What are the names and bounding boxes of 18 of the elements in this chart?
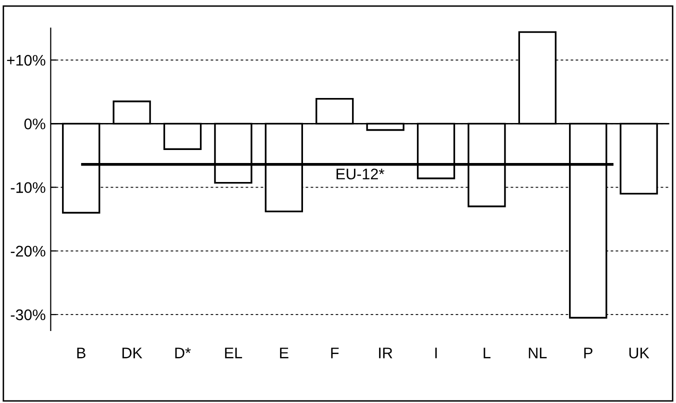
x-tick-label: UK — [629, 348, 650, 358]
y-tick-label: -30% — [10, 309, 46, 320]
x-tick-label: IR — [379, 348, 392, 358]
y-tick-label: +10% — [7, 54, 46, 66]
x-tick-label: E — [280, 348, 288, 358]
x-tick-label: EL — [225, 348, 242, 358]
x-tick-label: F — [331, 348, 339, 358]
x-tick-label: DK — [122, 348, 142, 358]
x-tick-label: B — [77, 348, 86, 358]
y-tick-label: 0% — [24, 118, 46, 130]
x-tick-label: NL — [528, 348, 547, 358]
x-tick-label: D* — [175, 348, 191, 358]
x-tick-label: L — [484, 348, 490, 358]
y-tick-label: -20% — [10, 246, 46, 257]
ref-line-label: EU-12* — [336, 168, 384, 180]
x-tick-label: I — [435, 348, 437, 358]
x-tick-label: P — [584, 348, 592, 358]
y-tick-label: -10% — [10, 182, 46, 193]
